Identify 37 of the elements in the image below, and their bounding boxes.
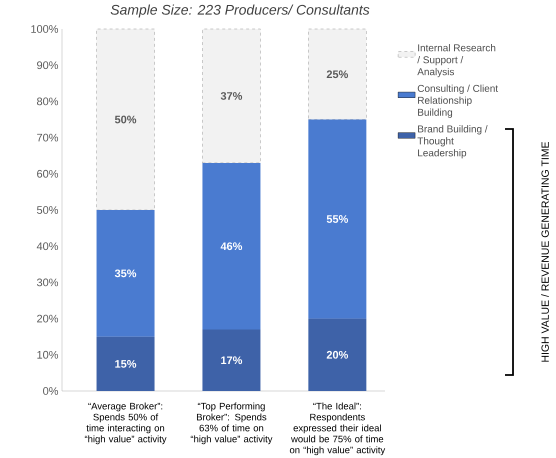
bar [202,329,260,391]
bar [308,119,366,318]
y-tick-label: 90% [37,61,58,69]
data-label: 35% [114,269,136,277]
x-tick-label: “Top Performing Broker”: Spends 63% of time on “high value” activity [190,402,272,444]
y-tick-label: 70% [37,133,58,142]
legend-label: Consulting / Client Relationship Building [418,84,498,118]
bar [96,28,155,210]
bar [96,210,155,336]
y-tick-label: 0% [43,386,58,395]
bar [202,162,260,330]
data-label: 20% [326,350,348,358]
y-tick-label: 10% [37,350,58,358]
data-label: 55% [326,214,348,223]
y-tick-label: 100% [31,24,58,33]
y-tick-label: 30% [36,278,58,286]
y-tick-label: 50% [36,206,58,214]
x-tick-label: “The Ideal”: Respondents expressed their ideal would be 75% of time on “high value” activity [290,402,386,455]
bar [308,318,366,391]
x-tick-label: “Average Broker”: Spends 50% of time interacting on “high value” activity [84,402,167,444]
data-label: 17% [221,356,242,364]
data-label: 50% [114,115,136,124]
data-label: 15% [115,360,136,368]
data-label: 46% [220,242,242,250]
chart-title: Sample Size: 223 Producers/ Consultants [110,4,370,18]
y-tick-label: 60% [37,170,58,178]
data-label: 37% [220,92,242,100]
bar [202,28,261,163]
legend-label: Brand Building / Thought Leadership [418,124,488,158]
y-tick-label: 80% [37,97,58,106]
bar [96,336,155,391]
text: HIGH VALUE / REVENUE GENERATING TIME [541,142,549,362]
bar [308,28,367,120]
data-label: 25% [326,70,348,78]
y-tick-label: 40% [36,242,58,250]
legend-label: Internal Research / Support / Analysis [417,44,496,77]
y-tick-label: 20% [37,314,58,322]
